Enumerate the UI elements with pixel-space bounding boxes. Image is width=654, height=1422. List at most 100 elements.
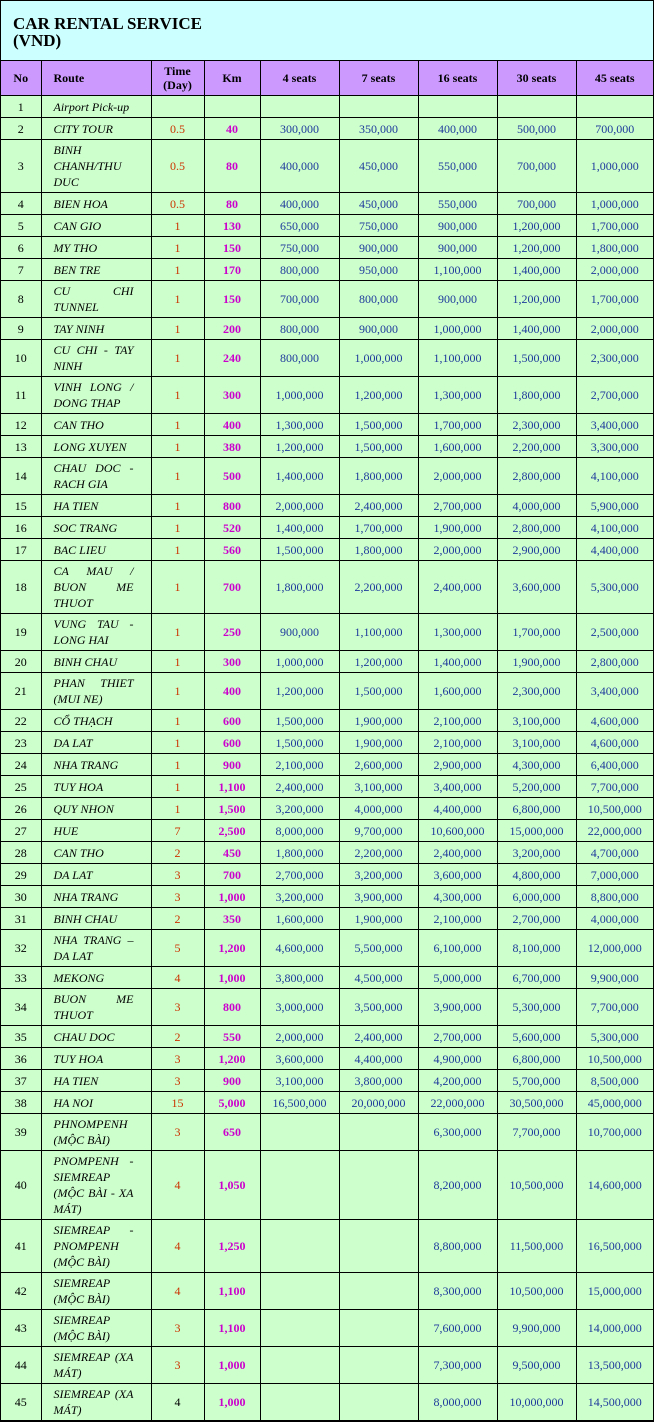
cell-time: 1 [150, 797, 205, 820]
cell-time: 1 [150, 516, 205, 539]
cell-time: 1 [150, 413, 205, 436]
header-7-seats: 7 seats [338, 61, 419, 96]
cell-km: 380 [203, 435, 261, 458]
cell-price-30-seats: 1,200,000 [496, 214, 577, 237]
table-row: 36 TUY HOA 3 1,200 3,600,000 4,400,000 4,900,0… [1, 1047, 653, 1070]
cell-no: 5 [1, 214, 42, 237]
cell-time: 1 [150, 560, 205, 614]
table-row: 22 CỔ THẠCH 1 600 1,500,000 1,900,000 2,100,00… [1, 709, 653, 732]
cell-price-4-seats: 1,000,000 [259, 376, 340, 414]
table-row: 28 CAN THO 2 450 1,800,000 2,200,000 2,400,000… [1, 841, 653, 864]
cell-price-16-seats: 8,000,000 [417, 1383, 498, 1421]
cell-price-16-seats: 2,900,000 [417, 753, 498, 776]
cell-time: 1 [150, 339, 205, 377]
cell-price-45-seats: 5,300,000 [575, 1025, 653, 1048]
cell-price-4-seats: 650,000 [259, 214, 340, 237]
cell-price-16-seats: 400,000 [417, 117, 498, 140]
cell-route: CHAU DOC [40, 1025, 152, 1048]
cell-time: 4 [150, 966, 205, 989]
header-45-seats: 45 seats [575, 61, 653, 96]
header-route: Route [40, 61, 152, 96]
cell-price-45-seats: 4,700,000 [575, 841, 653, 864]
cell-price-4-seats: 2,100,000 [259, 753, 340, 776]
cell-time: 2 [150, 907, 205, 930]
table-row: 6 MY THO 1 150 750,000 900,000 900,000 1,200,00… [1, 236, 653, 259]
cell-no: 21 [1, 672, 42, 710]
cell-time: 3 [150, 1047, 205, 1070]
route-name: BINH CHAU [53, 911, 118, 926]
cell-time [150, 95, 205, 118]
cell-price-45-seats: 2,000,000 [575, 317, 653, 340]
cell-price-4-seats: 1,300,000 [259, 413, 340, 436]
cell-no: 32 [1, 929, 42, 967]
table-row: 35 CHAU DOC 2 550 2,000,000 2,400,000 2,700,00… [1, 1025, 653, 1048]
cell-route: MEKONG [40, 966, 152, 989]
cell-route: SIEMREAP - PNOMPENH (MỘC BÀI) [40, 1219, 152, 1273]
cell-no: 42 [1, 1272, 42, 1310]
cell-price-45-seats: 15,000,000 [575, 1272, 653, 1310]
route-name: BAC LIEU [53, 542, 106, 557]
cell-route: BINH CHAU [40, 650, 152, 673]
cell-time: 0.5 [150, 192, 205, 215]
cell-price-16-seats: 2,100,000 [417, 731, 498, 754]
cell-price-7-seats: 1,500,000 [338, 413, 419, 436]
table-row: 12 CAN THO 1 400 1,300,000 1,500,000 1,700,000… [1, 413, 653, 436]
cell-price-45-seats: 22,000,000 [575, 819, 653, 842]
cell-price-30-seats: 700,000 [496, 192, 577, 215]
cell-price-45-seats: 14,500,000 [575, 1383, 653, 1421]
cell-price-45-seats: 4,600,000 [575, 731, 653, 754]
cell-price-16-seats: 8,200,000 [417, 1150, 498, 1220]
cell-price-45-seats: 10,500,000 [575, 797, 653, 820]
route-name: MY THO [53, 240, 98, 255]
route-name: PHNOMPENH (MỘC BÀI) [53, 1117, 128, 1147]
cell-price-7-seats [338, 1150, 419, 1220]
cell-time: 4 [150, 1150, 205, 1220]
cell-no: 31 [1, 907, 42, 930]
cell-route: BAC LIEU [40, 538, 152, 561]
cell-route: SIEMREAP (MỘC BÀI) [40, 1272, 152, 1310]
cell-price-7-seats: 350,000 [338, 117, 419, 140]
table-row: 8 CU CHI TUNNEL 1 150 700,000 800,000 900,000 1… [1, 280, 653, 318]
cell-price-16-seats: 4,400,000 [417, 797, 498, 820]
route-name: SIEMREAP (MỘC BÀI) [53, 1276, 111, 1306]
cell-no: 28 [1, 841, 42, 864]
cell-km: 520 [203, 516, 261, 539]
cell-price-30-seats: 1,800,000 [496, 376, 577, 414]
cell-price-7-seats: 1,000,000 [338, 339, 419, 377]
cell-price-30-seats: 11,500,000 [496, 1219, 577, 1273]
cell-price-4-seats: 800,000 [259, 317, 340, 340]
cell-price-45-seats: 1,800,000 [575, 236, 653, 259]
cell-price-16-seats: 3,400,000 [417, 775, 498, 798]
cell-price-7-seats: 3,800,000 [338, 1069, 419, 1092]
cell-km: 200 [203, 317, 261, 340]
cell-price-45-seats: 7,700,000 [575, 988, 653, 1026]
route-name: CU CHI TUNNEL [53, 284, 134, 314]
cell-price-4-seats: 1,800,000 [259, 841, 340, 864]
cell-route: LONG XUYEN [40, 435, 152, 458]
cell-route: CA MAU / BUON ME THUOT [40, 560, 152, 614]
cell-no: 27 [1, 819, 42, 842]
cell-time: 1 [150, 376, 205, 414]
title-line-1: CAR RENTAL SERVICE [13, 14, 202, 33]
table-row: 26 QUY NHON 1 1,500 3,200,000 4,000,000 4,400,… [1, 797, 653, 820]
title-line-2: (VND) [13, 31, 62, 50]
cell-no: 20 [1, 650, 42, 673]
route-name: HA TIEN [53, 1073, 99, 1088]
cell-price-45-seats: 7,700,000 [575, 775, 653, 798]
header-time: Time (Day) [150, 61, 205, 96]
cell-price-4-seats: 2,000,000 [259, 1025, 340, 1048]
cell-route: TAY NINH [40, 317, 152, 340]
cell-km: 170 [203, 258, 261, 281]
table-row: 16 SOC TRANG 1 520 1,400,000 1,700,000 1,900,0… [1, 516, 653, 539]
cell-price-7-seats: 950,000 [338, 258, 419, 281]
cell-route: MY THO [40, 236, 152, 259]
cell-time: 1 [150, 317, 205, 340]
table-row: 3 BINH CHANH/THU DUC 0.5 80 400,000 450,000 55… [1, 139, 653, 193]
cell-price-16-seats: 1,100,000 [417, 339, 498, 377]
cell-route: NHA TRANG [40, 753, 152, 776]
table-row: 33 MEKONG 4 1,000 3,800,000 4,500,000 5,000,00… [1, 966, 653, 989]
cell-route: CU CHI TUNNEL [40, 280, 152, 318]
cell-no: 9 [1, 317, 42, 340]
cell-price-4-seats: 400,000 [259, 192, 340, 215]
table-row: 14 CHAU DOC - RACH GIA 1 500 1,400,000 1,800,… [1, 457, 653, 495]
